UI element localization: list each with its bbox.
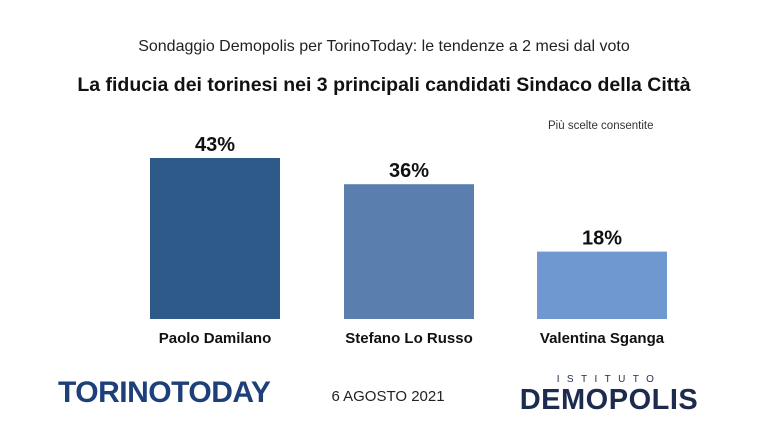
bar-value-label: 18% xyxy=(582,228,622,250)
bar-value-label: 43% xyxy=(195,134,235,156)
category-label: Stefano Lo Russo xyxy=(345,330,473,347)
demopolis-logo: DEMOPOLIS xyxy=(519,384,699,416)
bar xyxy=(150,158,280,319)
bar xyxy=(537,251,667,319)
chart-note: Più scelte consentite xyxy=(548,120,654,132)
bar-value-label: 36% xyxy=(389,160,429,182)
survey-date: 6 AGOSTO 2021 xyxy=(331,388,445,405)
category-label: Paolo Damilano xyxy=(159,330,272,347)
chart-subtitle: Sondaggio Demopolis per TorinoToday: le … xyxy=(138,38,630,55)
bar-chart: 43% Paolo Damilano 36% Stefano Lo Russo 18% V… xyxy=(150,134,667,347)
chart-title: La fiducia dei torinesi nei 3 principali… xyxy=(77,74,691,96)
torinotoday-logo: TORINOTODAY xyxy=(58,376,271,409)
category-label: Valentina Sganga xyxy=(540,330,665,347)
bar xyxy=(344,184,474,319)
demopolis-logo-subtitle: ISTITUTO xyxy=(556,374,662,385)
